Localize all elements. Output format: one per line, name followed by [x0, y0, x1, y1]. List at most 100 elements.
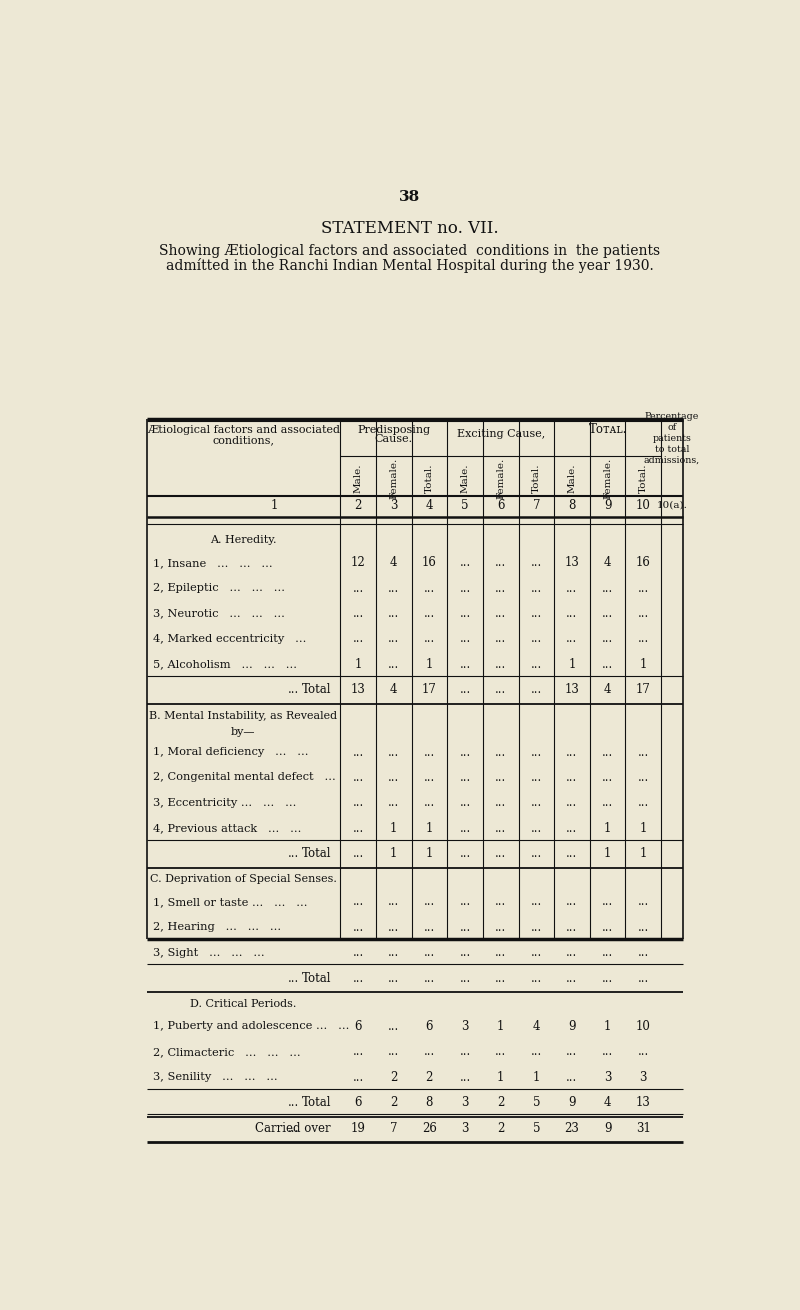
Text: ...: ...: [602, 921, 614, 934]
Text: 19: 19: [350, 1121, 366, 1134]
Text: ...: ...: [602, 796, 614, 810]
Text: ...: ...: [602, 633, 614, 646]
Text: ...: ...: [566, 946, 578, 959]
Text: 4: 4: [604, 684, 611, 697]
Text: ...: ...: [566, 796, 578, 810]
Text: ...: ...: [530, 607, 542, 620]
Text: by—: by—: [231, 727, 256, 736]
Text: 1: 1: [604, 848, 611, 861]
Text: 8: 8: [426, 1096, 433, 1110]
Text: Total.: Total.: [532, 464, 541, 493]
Text: 4: 4: [390, 557, 398, 570]
Text: ...: ...: [288, 972, 299, 985]
Text: ...: ...: [495, 658, 506, 671]
Text: ...: ...: [602, 946, 614, 959]
Text: ...: ...: [495, 972, 506, 985]
Text: Total.: Total.: [425, 464, 434, 493]
Text: 26: 26: [422, 1121, 437, 1134]
Text: ...: ...: [566, 772, 578, 783]
Text: 23: 23: [565, 1121, 579, 1134]
Text: ...: ...: [388, 1045, 399, 1058]
Text: 3: 3: [462, 1020, 469, 1034]
Text: 4: 4: [533, 1020, 540, 1034]
Text: 2, Climacteric   ...   ...   ...: 2, Climacteric ... ... ...: [153, 1047, 300, 1057]
Text: ...: ...: [566, 1070, 578, 1083]
Text: 3, Sight   ...   ...   ...: 3, Sight ... ... ...: [153, 948, 264, 958]
Text: Male.: Male.: [461, 464, 470, 493]
Text: 1: 1: [354, 658, 362, 671]
Text: ...: ...: [388, 745, 399, 758]
Text: 3, Neurotic   ...   ...   ...: 3, Neurotic ... ... ...: [153, 609, 285, 618]
Text: 9: 9: [604, 499, 611, 512]
Text: 1: 1: [390, 848, 398, 861]
Text: 6: 6: [354, 1020, 362, 1034]
Text: ...: ...: [353, 796, 364, 810]
Text: ...: ...: [459, 684, 470, 697]
Text: ...: ...: [459, 946, 470, 959]
Text: ...: ...: [566, 972, 578, 985]
Text: ...: ...: [388, 582, 399, 595]
Text: ...: ...: [638, 772, 649, 783]
Text: 1: 1: [497, 1020, 504, 1034]
Text: ...: ...: [566, 582, 578, 595]
Text: ...: ...: [459, 972, 470, 985]
Text: ...: ...: [495, 896, 506, 908]
Text: ...: ...: [530, 684, 542, 697]
Text: 5: 5: [533, 1096, 540, 1110]
Text: ...: ...: [353, 972, 364, 985]
Text: ...: ...: [530, 921, 542, 934]
Text: Ætiological factors and associated: Ætiological factors and associated: [147, 424, 340, 435]
Text: ...: ...: [566, 848, 578, 861]
Text: 17: 17: [636, 684, 650, 697]
Text: ...: ...: [530, 582, 542, 595]
Text: ...: ...: [459, 557, 470, 570]
Text: ...: ...: [288, 1121, 299, 1134]
Text: 1: 1: [426, 658, 433, 671]
Text: ...: ...: [459, 607, 470, 620]
Text: ...: ...: [530, 1045, 542, 1058]
Text: ...: ...: [530, 896, 542, 908]
Text: 1: 1: [604, 821, 611, 834]
Text: 8: 8: [568, 499, 576, 512]
Text: ...: ...: [388, 772, 399, 783]
Text: ...: ...: [638, 1045, 649, 1058]
Text: ...: ...: [495, 921, 506, 934]
Text: 38: 38: [399, 190, 421, 204]
Text: Total: Total: [302, 1096, 331, 1110]
Text: Carried over: Carried over: [255, 1121, 331, 1134]
Text: 1: 1: [426, 821, 433, 834]
Text: 3, Senility   ...   ...   ...: 3, Senility ... ... ...: [153, 1073, 278, 1082]
Text: 4, Previous attack   ...   ...: 4, Previous attack ... ...: [153, 823, 301, 833]
Text: ...: ...: [638, 796, 649, 810]
Text: 7: 7: [533, 499, 540, 512]
Text: 6: 6: [426, 1020, 433, 1034]
Text: ...: ...: [566, 896, 578, 908]
Text: Male.: Male.: [567, 464, 577, 493]
Text: ...: ...: [459, 896, 470, 908]
Text: ...: ...: [424, 582, 435, 595]
Text: 1: 1: [426, 848, 433, 861]
Text: Total: Total: [302, 972, 331, 985]
Text: ...: ...: [566, 921, 578, 934]
Text: ...: ...: [566, 633, 578, 646]
Text: 1: 1: [270, 499, 278, 512]
Text: 12: 12: [350, 557, 366, 570]
Text: 4: 4: [426, 499, 433, 512]
Text: Predisposing: Predisposing: [357, 424, 430, 435]
Text: ...: ...: [388, 607, 399, 620]
Text: 1: 1: [604, 1020, 611, 1034]
Text: ...: ...: [638, 921, 649, 934]
Text: ...: ...: [566, 745, 578, 758]
Text: ...: ...: [566, 607, 578, 620]
Text: ...: ...: [602, 772, 614, 783]
Text: 2: 2: [497, 1121, 504, 1134]
Text: 4: 4: [604, 1096, 611, 1110]
Text: 1: 1: [533, 1070, 540, 1083]
Text: ...: ...: [353, 582, 364, 595]
Text: 7: 7: [390, 1121, 398, 1134]
Text: ...: ...: [495, 946, 506, 959]
Text: A. Heredity.: A. Heredity.: [210, 534, 277, 545]
Text: 2, Congenital mental defect   ...: 2, Congenital mental defect ...: [153, 773, 335, 782]
Text: 3: 3: [604, 1070, 611, 1083]
Text: ...: ...: [638, 607, 649, 620]
